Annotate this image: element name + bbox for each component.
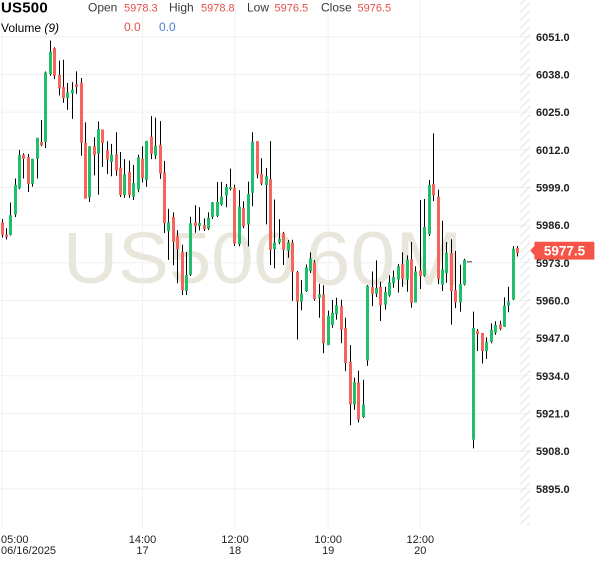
svg-text:06/16/2025: 06/16/2025 xyxy=(1,545,56,557)
svg-text:5978.3: 5978.3 xyxy=(124,3,158,15)
svg-text:5999.0: 5999.0 xyxy=(536,183,570,195)
svg-text:6051.0: 6051.0 xyxy=(536,32,570,44)
svg-text:12:00: 12:00 xyxy=(221,534,249,546)
svg-text:Volume (9): Volume (9) xyxy=(1,21,59,35)
svg-text:17: 17 xyxy=(136,545,148,557)
svg-text:5960.0: 5960.0 xyxy=(536,296,570,308)
svg-text:12:00: 12:00 xyxy=(407,534,435,546)
svg-text:5908.0: 5908.0 xyxy=(536,446,570,458)
svg-text:US500: US500 xyxy=(1,0,48,17)
svg-text:5976.5: 5976.5 xyxy=(358,3,392,15)
svg-text:10:00: 10:00 xyxy=(314,534,342,546)
svg-text:5921.0: 5921.0 xyxy=(536,409,570,421)
svg-text:5986.0: 5986.0 xyxy=(536,220,570,232)
svg-text:5977.5: 5977.5 xyxy=(544,243,586,258)
svg-text:05:00: 05:00 xyxy=(1,534,29,546)
svg-text:5934.0: 5934.0 xyxy=(536,371,570,383)
svg-text:6012.0: 6012.0 xyxy=(536,145,570,157)
svg-text:5976.5: 5976.5 xyxy=(275,3,309,15)
svg-text:14:00: 14:00 xyxy=(129,534,157,546)
svg-text:Low: Low xyxy=(247,1,269,15)
svg-text:20: 20 xyxy=(414,545,426,557)
svg-text:5978.8: 5978.8 xyxy=(201,3,235,15)
svg-text:18: 18 xyxy=(229,545,241,557)
svg-text:6025.0: 6025.0 xyxy=(536,107,570,119)
svg-text:6038.0: 6038.0 xyxy=(536,70,570,82)
svg-text:US500: US500 xyxy=(63,218,296,299)
svg-text:19: 19 xyxy=(322,545,334,557)
svg-text:High: High xyxy=(169,1,194,15)
svg-text:0.0: 0.0 xyxy=(159,20,176,34)
svg-text:5947.0: 5947.0 xyxy=(536,333,570,345)
svg-text:0.0: 0.0 xyxy=(124,20,141,34)
svg-text:Open: Open xyxy=(88,1,117,15)
svg-text:5973.0: 5973.0 xyxy=(536,258,570,270)
svg-text:60M: 60M xyxy=(306,217,463,302)
svg-text:5895.0: 5895.0 xyxy=(536,484,570,496)
svg-text:Close: Close xyxy=(321,1,352,15)
